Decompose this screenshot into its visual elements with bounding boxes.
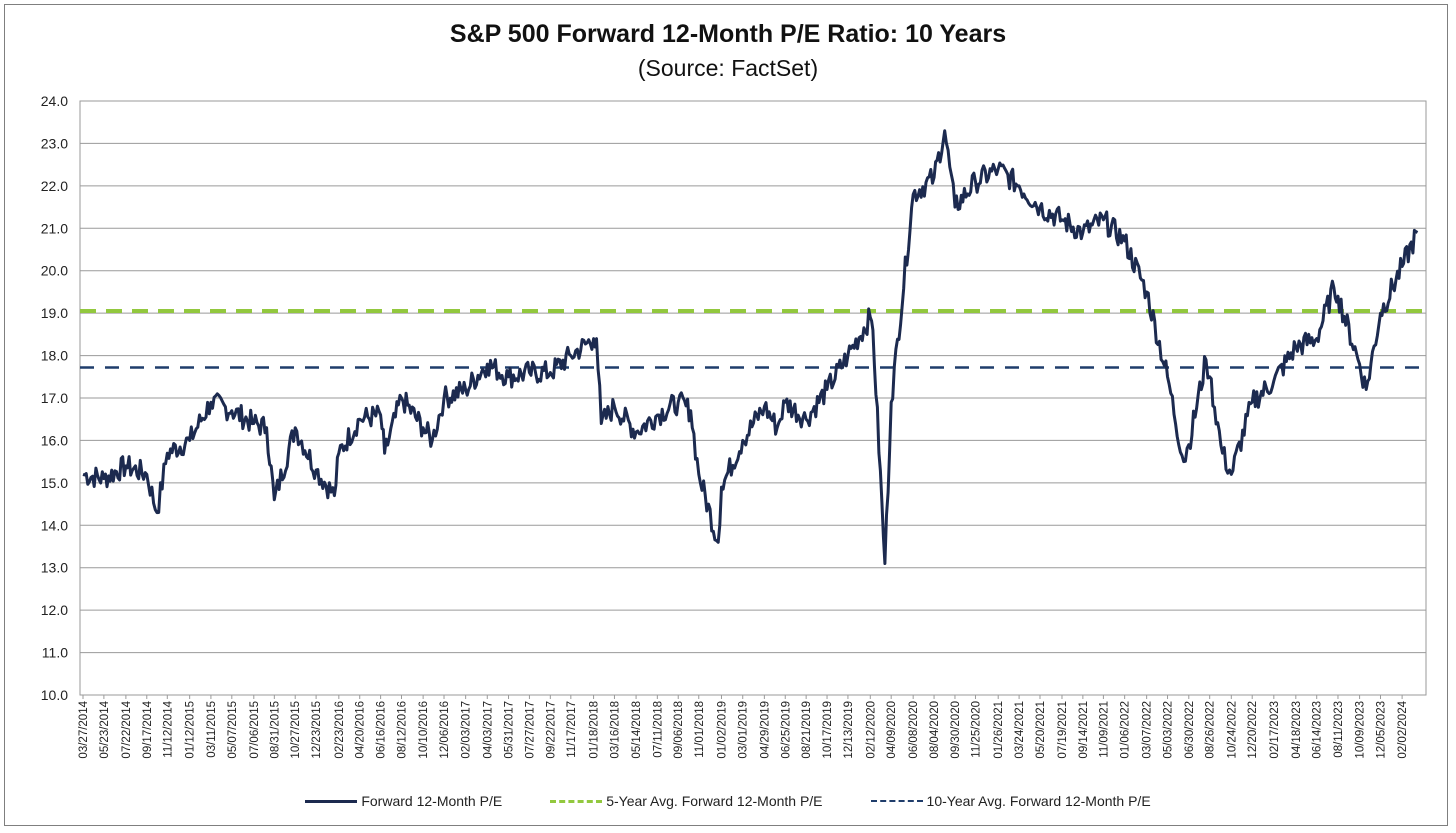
x-tick-label: 06/25/2019 xyxy=(780,701,792,759)
x-tick-label: 08/31/2015 xyxy=(269,701,281,759)
legend-item: 5-Year Avg. Forward 12-Month P/E xyxy=(550,793,823,809)
x-tick-label: 12/13/2019 xyxy=(843,701,855,759)
x-tick-label: 12/05/2023 xyxy=(1375,701,1387,759)
x-tick-label: 12/20/2022 xyxy=(1247,701,1259,759)
x-tick-label: 02/23/2016 xyxy=(334,701,346,759)
x-tick-label: 04/29/2019 xyxy=(759,701,771,759)
x-tick-label: 11/25/2020 xyxy=(970,701,982,758)
y-tick-label: 22.0 xyxy=(41,178,68,194)
legend-swatch xyxy=(305,799,358,803)
x-tick-label: 08/12/2016 xyxy=(397,701,409,759)
x-tick-label: 09/06/2018 xyxy=(673,701,685,759)
x-tick-label: 03/27/2014 xyxy=(78,700,90,758)
x-tick-label: 03/07/2022 xyxy=(1142,701,1154,759)
x-tick-label: 05/07/2015 xyxy=(227,701,239,759)
x-tick-label: 01/06/2022 xyxy=(1120,701,1132,759)
x-tick-label: 03/16/2018 xyxy=(609,701,621,759)
x-tick-label: 10/10/2016 xyxy=(418,701,430,759)
x-tick-label: 08/21/2019 xyxy=(801,701,813,759)
y-tick-label: 12.0 xyxy=(41,602,68,618)
x-tick-label: 04/20/2016 xyxy=(355,701,367,759)
x-tick-label: 08/11/2023 xyxy=(1333,701,1345,758)
x-tick-label: 01/02/2019 xyxy=(716,701,728,759)
x-tick-label: 07/19/2021 xyxy=(1057,701,1069,759)
x-tick-label: 08/26/2022 xyxy=(1205,701,1217,759)
y-tick-label: 24.0 xyxy=(41,93,68,109)
y-tick-label: 20.0 xyxy=(41,263,68,279)
x-tick-label: 07/27/2017 xyxy=(524,701,536,759)
chart-subtitle: (Source: FactSet) xyxy=(637,55,819,81)
y-tick-label: 21.0 xyxy=(41,220,68,236)
y-tick-label: 18.0 xyxy=(41,348,68,364)
x-tick-label: 06/08/2020 xyxy=(908,701,920,759)
x-tick-label: 10/09/2023 xyxy=(1355,701,1367,759)
x-tick-label: 05/20/2021 xyxy=(1035,701,1047,759)
y-tick-label: 14.0 xyxy=(41,517,68,533)
x-tick-label: 09/22/2017 xyxy=(545,701,557,759)
x-tick-label: 11/01/2018 xyxy=(694,701,706,758)
x-tick-label: 05/14/2018 xyxy=(631,701,643,759)
legend-item: Forward 12-Month P/E xyxy=(305,793,502,809)
chart-legend: Forward 12-Month P/E 5-Year Avg. Forward … xyxy=(0,793,1456,809)
legend-item: 10-Year Avg. Forward 12-Month P/E xyxy=(870,793,1151,809)
x-tick-label: 08/04/2020 xyxy=(929,701,941,759)
x-tick-label: 02/12/2020 xyxy=(865,701,877,759)
x-tick-label: 04/18/2023 xyxy=(1291,701,1303,759)
legend-label: Forward 12-Month P/E xyxy=(361,793,503,809)
x-tick-label: 07/06/2015 xyxy=(249,701,261,759)
x-tick-label: 11/17/2017 xyxy=(566,701,578,758)
y-tick-label: 10.0 xyxy=(41,687,68,703)
x-tick-label: 12/23/2015 xyxy=(311,701,323,759)
x-tick-label: 05/23/2014 xyxy=(99,700,111,758)
y-tick-label: 15.0 xyxy=(41,475,68,491)
x-tick-label: 07/11/2018 xyxy=(652,701,664,758)
x-tick-label: 01/26/2021 xyxy=(993,701,1005,759)
legend-swatch xyxy=(550,799,603,803)
x-tick-label: 10/17/2019 xyxy=(822,701,834,759)
x-tick-label: 02/02/2024 xyxy=(1397,700,1409,758)
x-tick-label: 07/22/2014 xyxy=(121,700,133,758)
x-tick-label: 06/16/2016 xyxy=(376,701,388,759)
x-tick-label: 04/03/2017 xyxy=(482,701,494,759)
chart-frame xyxy=(4,4,1448,826)
x-tick-label: 05/31/2017 xyxy=(504,701,516,759)
x-tick-label: 01/12/2015 xyxy=(185,701,197,759)
x-tick-label: 03/11/2015 xyxy=(206,701,218,758)
x-tick-label: 05/03/2022 xyxy=(1163,701,1175,759)
x-tick-label: 01/18/2018 xyxy=(589,701,601,759)
x-tick-label: 11/09/2021 xyxy=(1098,701,1110,758)
x-tick-label: 09/14/2021 xyxy=(1078,701,1090,759)
y-tick-label: 19.0 xyxy=(41,305,68,321)
y-tick-label: 16.0 xyxy=(41,432,68,448)
legend-label: 5-Year Avg. Forward 12-Month P/E xyxy=(606,793,823,809)
x-tick-label: 02/03/2017 xyxy=(461,701,473,759)
y-tick-label: 23.0 xyxy=(41,135,68,151)
x-tick-label: 11/12/2014 xyxy=(162,700,174,757)
x-tick-label: 03/24/2021 xyxy=(1014,701,1026,759)
x-tick-label: 06/30/2022 xyxy=(1184,701,1196,759)
x-tick-label: 04/09/2020 xyxy=(886,701,898,759)
legend-swatch xyxy=(870,800,923,802)
forward-pe-line xyxy=(82,129,1419,565)
x-tick-label: 12/06/2016 xyxy=(439,701,451,759)
y-tick-label: 17.0 xyxy=(41,390,68,406)
x-tick-label: 09/17/2014 xyxy=(142,700,154,758)
x-tick-label: 09/30/2020 xyxy=(950,701,962,759)
x-tick-label: 06/14/2023 xyxy=(1312,701,1324,759)
y-tick-label: 13.0 xyxy=(41,560,68,576)
x-tick-label: 03/01/2019 xyxy=(738,701,750,759)
x-tick-label: 10/24/2022 xyxy=(1226,701,1238,759)
x-tick-label: 10/27/2015 xyxy=(290,701,302,759)
legend-label: 10-Year Avg. Forward 12-Month P/E xyxy=(926,793,1151,809)
x-tick-label: 02/17/2023 xyxy=(1269,701,1281,759)
chart-title: S&P 500 Forward 12-Month P/E Ratio: 10 Y… xyxy=(449,20,1007,48)
y-tick-label: 11.0 xyxy=(42,645,68,661)
